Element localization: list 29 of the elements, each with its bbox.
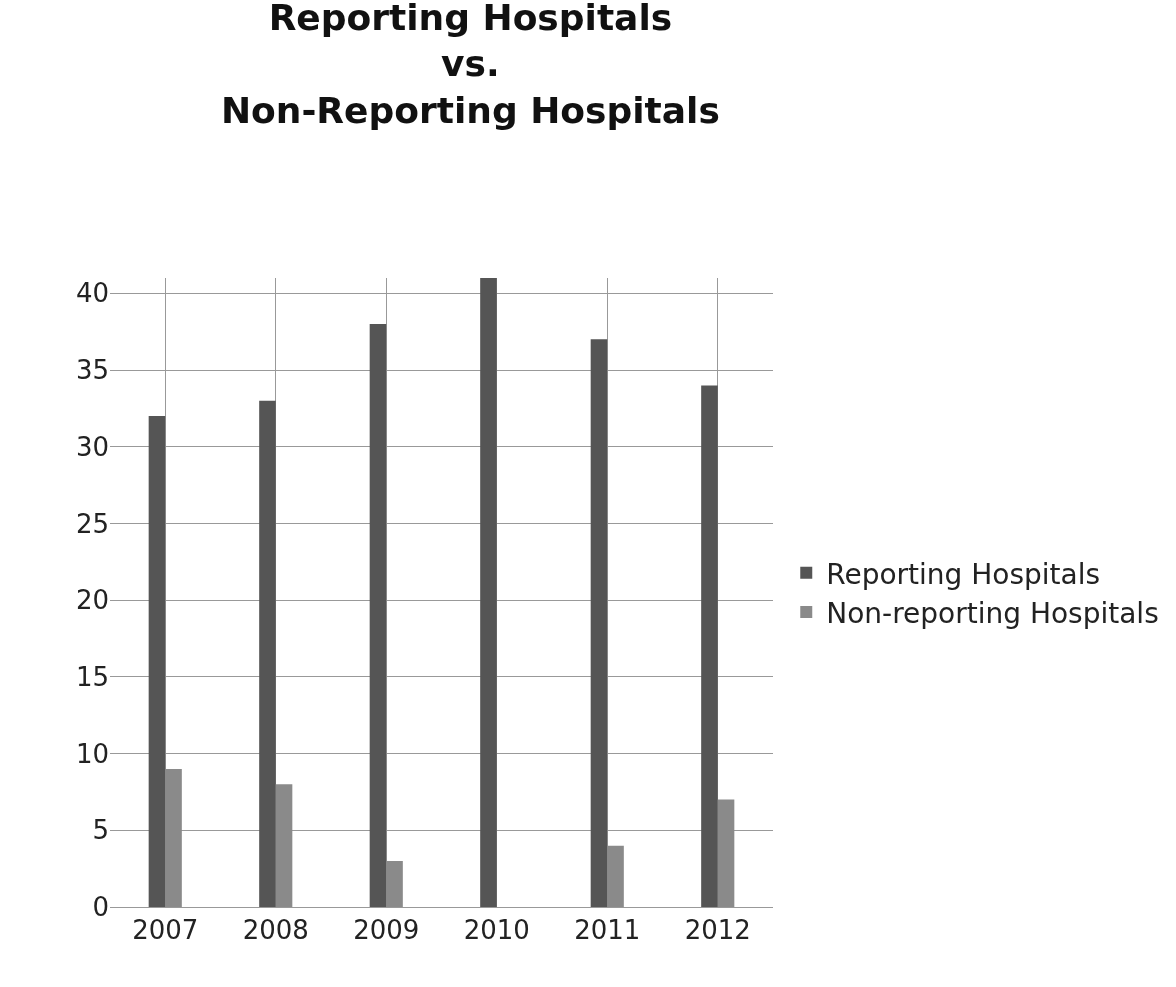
- bar: [259, 400, 276, 907]
- bar: [275, 784, 293, 907]
- y-tick-label: 5: [92, 815, 109, 846]
- x-tick-label: 2011: [574, 915, 641, 946]
- bar: [717, 799, 735, 907]
- bar: [165, 768, 182, 907]
- x-tick-label: 2007: [132, 915, 199, 946]
- y-tick-label: 20: [75, 585, 109, 616]
- bar: [369, 324, 387, 907]
- y-tick-label: 0: [92, 892, 109, 923]
- y-tick-label: 40: [75, 278, 109, 309]
- x-tick-label: 2010: [463, 915, 530, 946]
- bar: [590, 339, 608, 907]
- bar: [148, 416, 166, 907]
- y-tick-label: 15: [75, 661, 109, 692]
- y-tick-label: 30: [75, 431, 109, 462]
- x-tick-label: 2009: [353, 915, 420, 946]
- bar: [386, 860, 403, 907]
- y-tick-label: 25: [75, 508, 109, 539]
- bar: [607, 845, 624, 907]
- chart-title: Reporting Hospitals vs. Non-Reporting Hospitals: [220, 0, 720, 132]
- bar: [480, 278, 497, 907]
- bar: [701, 385, 718, 907]
- x-tick-label: 2008: [242, 915, 309, 946]
- x-tick-label: 2012: [684, 915, 751, 946]
- legend-label: Reporting Hospitals: [826, 557, 1101, 591]
- y-tick-label: 10: [75, 738, 109, 769]
- y-tick-label: 35: [75, 355, 109, 386]
- legend-label: Non-reporting Hospitals: [826, 597, 1159, 631]
